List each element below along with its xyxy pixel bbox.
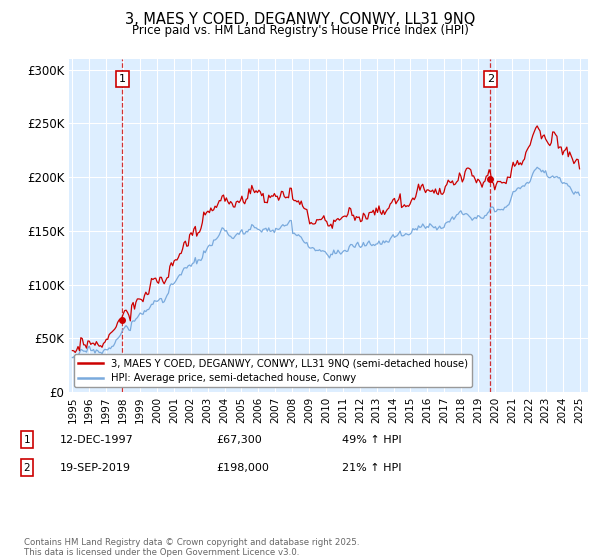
Legend: 3, MAES Y COED, DEGANWY, CONWY, LL31 9NQ (semi-detached house), HPI: Average pri: 3, MAES Y COED, DEGANWY, CONWY, LL31 9NQ… [74,354,472,387]
Text: 2: 2 [23,463,31,473]
Text: 3, MAES Y COED, DEGANWY, CONWY, LL31 9NQ: 3, MAES Y COED, DEGANWY, CONWY, LL31 9NQ [125,12,475,27]
Text: Price paid vs. HM Land Registry's House Price Index (HPI): Price paid vs. HM Land Registry's House … [131,24,469,36]
Text: 1: 1 [119,74,126,84]
Text: 19-SEP-2019: 19-SEP-2019 [60,463,131,473]
Text: 1: 1 [23,435,31,445]
Text: 49% ↑ HPI: 49% ↑ HPI [342,435,401,445]
Text: 12-DEC-1997: 12-DEC-1997 [60,435,134,445]
Text: £198,000: £198,000 [216,463,269,473]
Text: 21% ↑ HPI: 21% ↑ HPI [342,463,401,473]
Text: Contains HM Land Registry data © Crown copyright and database right 2025.
This d: Contains HM Land Registry data © Crown c… [24,538,359,557]
Text: 2: 2 [487,74,494,84]
Text: £67,300: £67,300 [216,435,262,445]
